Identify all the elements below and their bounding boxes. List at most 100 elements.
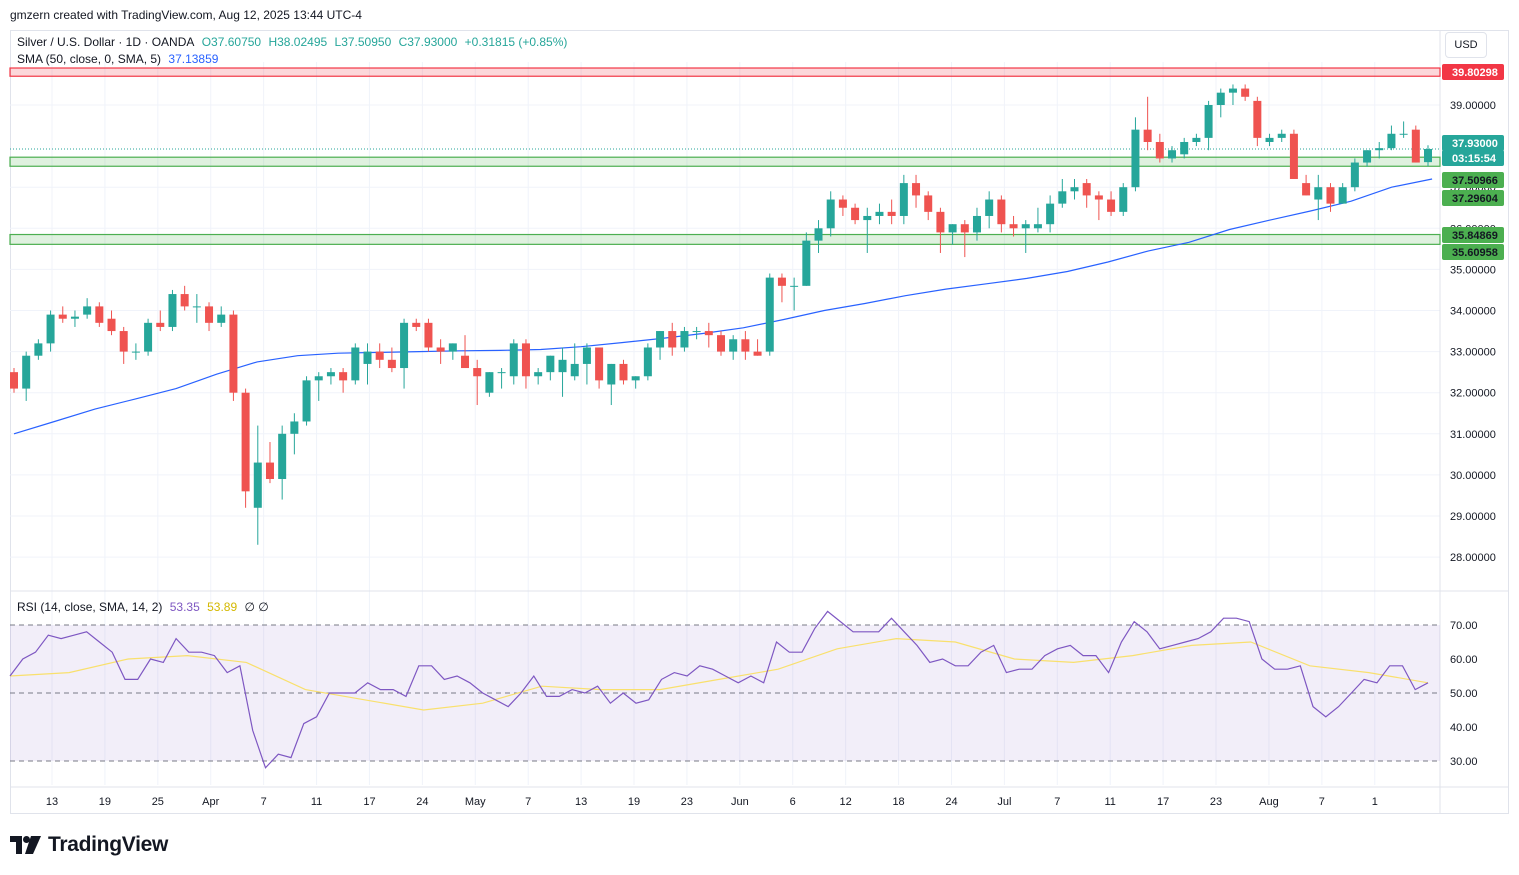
candle-body — [278, 433, 287, 480]
price-label-text: 03:15:54 — [1452, 153, 1497, 165]
candle-body — [1314, 187, 1323, 200]
candle — [1107, 191, 1116, 216]
candle — [485, 372, 494, 397]
candle — [95, 302, 104, 327]
candle — [814, 220, 823, 253]
candle — [1204, 100, 1213, 151]
candle-body — [448, 343, 457, 352]
candle — [899, 174, 908, 225]
candle-body — [1082, 183, 1091, 196]
candle — [1021, 220, 1030, 253]
candle — [704, 322, 713, 348]
candle-body — [58, 314, 67, 319]
price-label-support: 35.60958 — [1442, 244, 1504, 260]
sma-legend[interactable]: SMA (50, close, 0, SMA, 5) 37.13859 — [17, 52, 222, 66]
candle — [1302, 174, 1311, 196]
candle-body — [619, 363, 628, 381]
candle — [521, 339, 530, 389]
candle — [375, 343, 384, 369]
candle-body — [1180, 141, 1189, 155]
candle — [1241, 84, 1250, 101]
high-value: H38.02495 — [268, 35, 328, 49]
candle — [802, 232, 811, 286]
candle — [582, 343, 591, 385]
time-tick-label: May — [465, 796, 486, 808]
rsi-panel — [10, 624, 1440, 762]
candle-body — [1046, 203, 1055, 225]
candle — [509, 339, 518, 385]
candle-body — [339, 372, 348, 381]
time-tick-label: 25 — [152, 796, 164, 808]
candle — [363, 343, 372, 385]
rsi-extra: ∅ ∅ — [244, 600, 269, 614]
tradingview-logo-icon — [10, 836, 41, 854]
candles — [10, 84, 1432, 545]
candle-body — [1058, 191, 1067, 204]
price-label-bg — [1442, 190, 1504, 206]
candle-body — [351, 347, 360, 381]
candle-body — [814, 228, 823, 241]
candle-body — [217, 314, 226, 323]
candle — [546, 355, 555, 381]
support-zone — [9, 156, 1441, 167]
candle — [729, 335, 738, 360]
symbol-legend[interactable]: Silver / U.S. Dollar · 1D · OANDA O37.60… — [17, 35, 571, 49]
candle — [1033, 207, 1042, 233]
candle-body — [875, 211, 884, 216]
candle — [1094, 191, 1103, 221]
candle — [668, 322, 677, 356]
candle-body — [375, 351, 384, 360]
candle — [741, 331, 750, 360]
candle-body — [1119, 187, 1128, 212]
candle-body — [887, 211, 896, 216]
candle-body — [534, 372, 543, 377]
low-value: L37.50950 — [334, 35, 392, 49]
sma-label: SMA (50, close, 0, SMA, 5) — [17, 52, 162, 66]
candle-body — [1155, 141, 1164, 159]
candle-body — [1289, 133, 1298, 179]
candle-body — [1033, 224, 1042, 229]
rsi-value: 53.35 — [169, 600, 200, 614]
candle — [1131, 117, 1140, 192]
candle — [692, 326, 701, 340]
time-tick-label: 24 — [945, 796, 957, 808]
chart-frame — [10, 30, 1509, 814]
candle-body — [521, 343, 530, 377]
candle — [777, 273, 786, 303]
candle — [936, 207, 945, 253]
rsi-sma-value: 53.89 — [207, 600, 238, 614]
currency-button[interactable]: USD — [1445, 32, 1487, 58]
candle — [1180, 137, 1189, 159]
time-tick-label: 11 — [1104, 796, 1115, 808]
candle — [960, 220, 969, 258]
candle — [241, 388, 250, 508]
time-tick-label: Aug — [1259, 796, 1279, 808]
time-tick-label: 23 — [1210, 796, 1222, 808]
price-labels: 39.80298 37.93000 03:15:54 37.50966 37.29604… — [1442, 63, 1504, 260]
candle-body — [948, 224, 957, 233]
candle-body — [485, 372, 494, 393]
candle-body — [253, 462, 262, 508]
candle — [643, 343, 652, 381]
candle-body — [656, 331, 665, 348]
price-tick-label: 34.00000 — [1450, 306, 1496, 318]
price-tick-label: 29.00000 — [1450, 511, 1496, 523]
price-zones — [9, 67, 1441, 245]
candle-body — [570, 363, 579, 377]
candle — [826, 191, 835, 237]
price-label-countdown: 03:15:54 — [1442, 149, 1504, 166]
candle-body — [302, 380, 311, 422]
time-tick-label: 6 — [790, 796, 796, 808]
candle — [607, 363, 616, 406]
rsi-legend[interactable]: RSI (14, close, SMA, 14, 2) 53.35 53.89 … — [17, 600, 273, 614]
candle-body — [741, 339, 750, 352]
candle — [253, 425, 262, 545]
price-label-text: 35.84869 — [1452, 230, 1498, 242]
candle-body — [1021, 224, 1030, 229]
candle — [972, 207, 981, 241]
candle-body — [558, 359, 567, 373]
candle — [1143, 96, 1152, 151]
tradingview-logo: TradingView — [10, 832, 168, 858]
price-tick-label: 30.00000 — [1450, 470, 1496, 482]
